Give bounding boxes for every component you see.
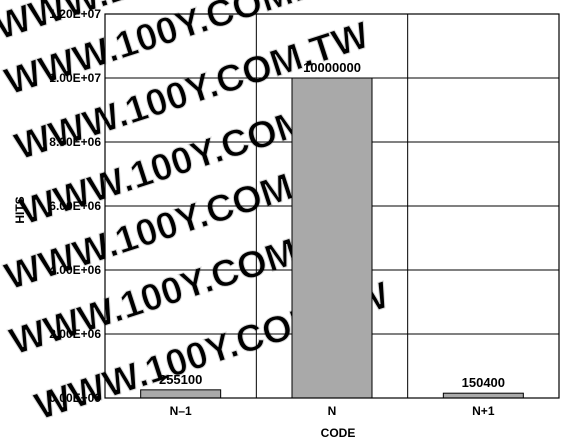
y-axis-title: HITS xyxy=(13,196,27,223)
y-tick-label: 1.20E+07 xyxy=(49,7,101,21)
data-label: 10000000 xyxy=(303,60,361,75)
x-tick-label: N xyxy=(328,404,337,418)
x-axis-title: CODE xyxy=(321,426,356,440)
bar xyxy=(140,389,222,399)
bar xyxy=(291,77,373,399)
bar xyxy=(442,392,524,399)
data-labels: 255100 10000000 150400 xyxy=(159,60,505,390)
y-tick-label: 0.00E+00 xyxy=(49,391,101,405)
bars xyxy=(140,77,524,399)
axes xyxy=(104,13,560,399)
data-label: 150400 xyxy=(462,375,505,390)
plot-frame xyxy=(104,13,560,399)
y-tick-label: 6.00E+06 xyxy=(49,199,101,213)
y-tick-label: 8.00E+06 xyxy=(49,135,101,149)
x-tick-label: N–1 xyxy=(170,404,192,418)
y-tick-labels: 0.00E+00 2.00E+06 4.00E+06 6.00E+06 8.00E+06… xyxy=(49,7,101,405)
y-tick-label: 4.00E+06 xyxy=(49,263,101,277)
data-label: 255100 xyxy=(159,372,202,387)
x-tick-label: N+1 xyxy=(472,404,495,418)
y-tick-label: 1.00E+07 xyxy=(49,71,101,85)
y-tick-label: 2.00E+06 xyxy=(49,327,101,341)
x-tick-labels: N–1 N N+1 xyxy=(170,404,495,418)
